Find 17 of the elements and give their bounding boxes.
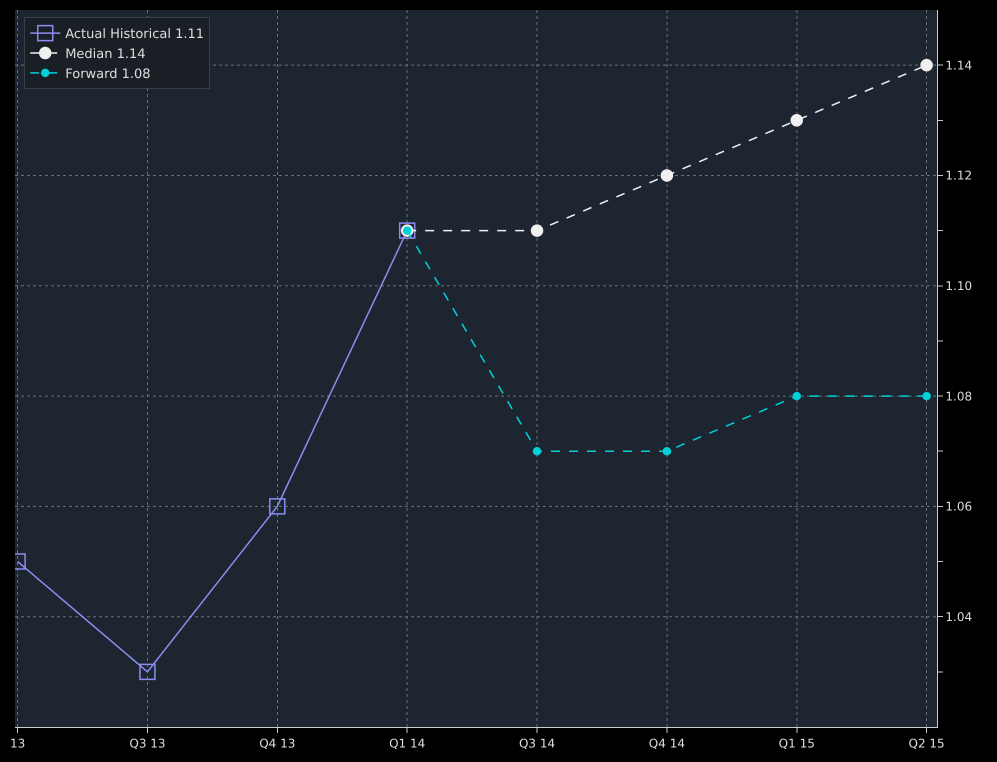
x-tick-label: Q2 15 — [908, 736, 945, 750]
y-tick-label: 1.06 — [945, 500, 972, 514]
x-tick-label: Q4 13 — [259, 736, 296, 750]
x-tick-label: Q4 14 — [648, 736, 685, 750]
y-tick-label: 1.08 — [945, 389, 972, 404]
y-tick-label: 1.04 — [945, 610, 972, 624]
y-tick-label: 1.10 — [945, 278, 972, 293]
y-tick-label: 1.12 — [945, 168, 972, 183]
x-tick-label: Q1 15 — [778, 736, 815, 750]
x-tick-label: Q1 14 — [389, 736, 426, 750]
legend-label: Forward 1.08 — [65, 66, 151, 82]
x-tick-label: Q3 13 — [129, 736, 166, 750]
x-tick-label: 13 — [10, 736, 26, 750]
legend-label: Actual Historical 1.11 — [65, 27, 204, 42]
x-tick-label: Q3 14 — [518, 736, 556, 750]
y-tick-label: 1.14 — [945, 58, 972, 72]
legend-label: Median 1.14 — [65, 47, 146, 62]
